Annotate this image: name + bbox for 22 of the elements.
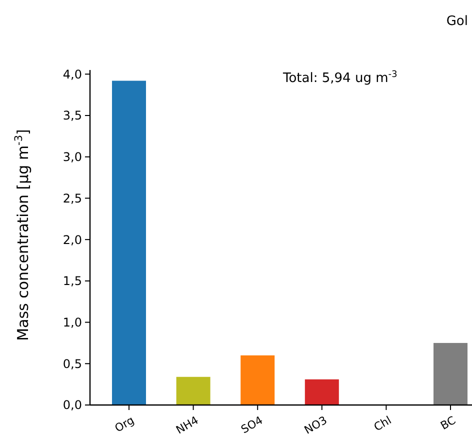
bar [304, 379, 339, 405]
bar [112, 80, 146, 405]
bar [240, 355, 275, 405]
x-tick-label: NO3 [302, 414, 330, 437]
x-tick-label: Chl [372, 414, 394, 434]
x-tick-label: Org [112, 414, 136, 435]
annotation: Total: 5,94 ug m$^{-3}$ [282, 70, 398, 86]
chart-title: Gol [446, 14, 468, 29]
y-tick-label: 2,0 [62, 232, 82, 247]
x-tick-label: NH4 [174, 414, 201, 437]
x-tick-label: SO4 [238, 414, 266, 436]
bar [176, 376, 210, 405]
y-tick-label: 4,0 [62, 67, 82, 82]
y-tick-label: 0,0 [62, 398, 82, 412]
bar [434, 342, 468, 405]
y-tick-label: 2,5 [62, 191, 82, 206]
y-tick-label: 1,5 [62, 274, 82, 288]
y-tick-label: 1,0 [62, 315, 82, 330]
y-tick-label: 0,5 [62, 356, 82, 371]
y-tick-label: 3,5 [62, 108, 82, 123]
x-tick-label: BC [438, 414, 458, 432]
y-tick-label: 3,0 [62, 150, 82, 164]
